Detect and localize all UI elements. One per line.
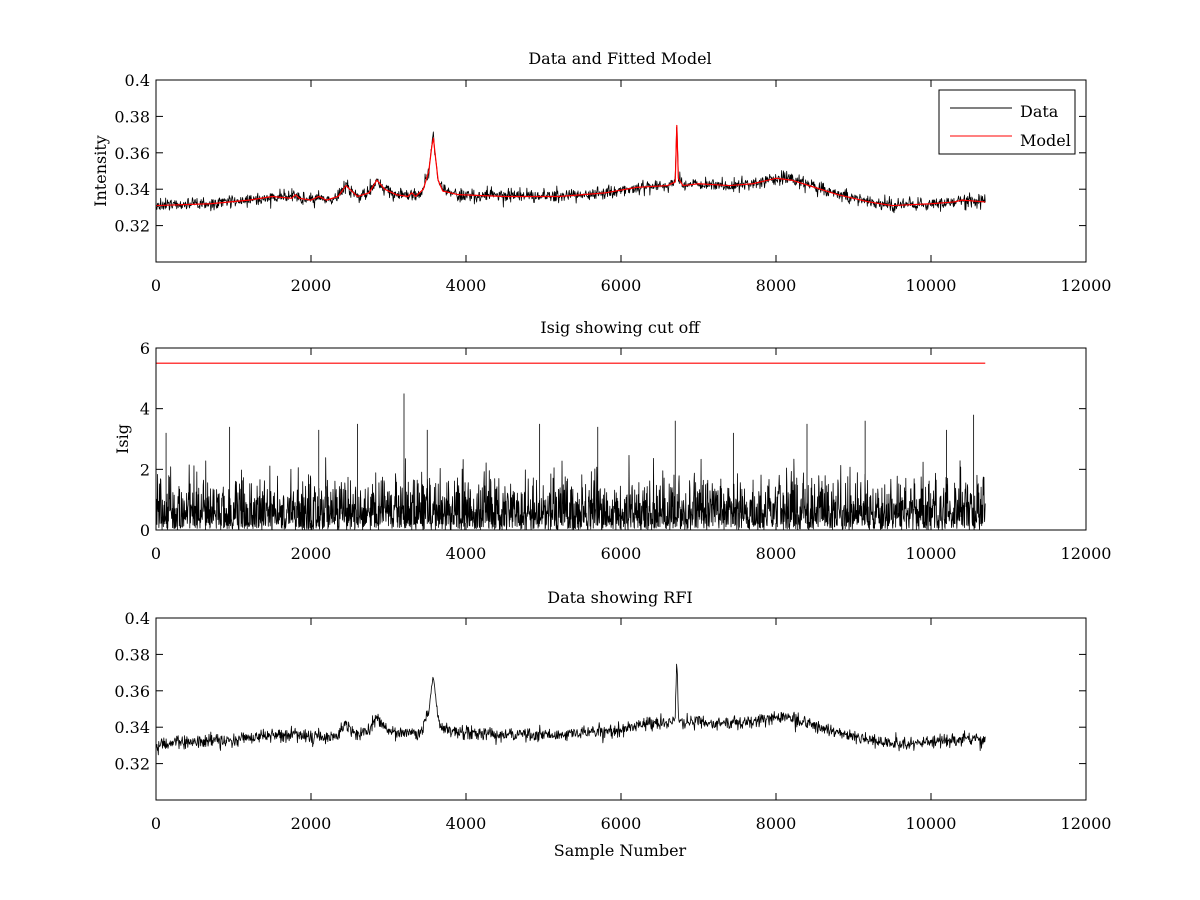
- x-tick-label: 12000: [1061, 276, 1112, 295]
- plot-area: [156, 80, 1086, 262]
- x-tick-label: 2000: [291, 544, 332, 563]
- panel-isig-cutoff: Isig showing cut off Isig 0 2000 4000 6000 8…: [113, 318, 1111, 563]
- y-tick-label: 0.36: [114, 144, 150, 163]
- y-tick-label: 0.32: [114, 217, 150, 236]
- panel1-plot: 0 2000 4000 6000 8000 10000 12000 0.32 0.34 0.36 0…: [114, 71, 1111, 295]
- x-tick-label: 0: [151, 544, 161, 563]
- panel2-plot: 0 2000 4000 6000 8000 10000 12000 0 2 4 6: [140, 339, 1112, 563]
- x-tick-label: 8000: [756, 276, 797, 295]
- panel-data-rfi: Data showing RFI 0 2000 4000 6000 8000 10000 1…: [114, 588, 1111, 860]
- x-tick-label: 10000: [906, 814, 957, 833]
- legend-data-label: Data: [1020, 102, 1059, 121]
- panel1-ylabel: Intensity: [91, 135, 110, 207]
- x-tick-label: 4000: [446, 814, 487, 833]
- x-tick-label: 10000: [906, 276, 957, 295]
- x-tick-label: 6000: [601, 814, 642, 833]
- series-line-s0: [156, 663, 986, 756]
- panel2-ylabel: Isig: [113, 424, 132, 454]
- y-tick-label: 0.4: [125, 609, 150, 628]
- panel3-xlabel: Sample Number: [554, 841, 687, 860]
- y-tick-label: 0.34: [114, 180, 150, 199]
- x-tick-label: 6000: [601, 544, 642, 563]
- y-tick-label: 4: [140, 400, 150, 419]
- x-tick-label: 4000: [446, 544, 487, 563]
- panel-data-fitted-model: Data and Fitted Model Intensity 0 2000 400…: [91, 49, 1111, 295]
- y-tick-label: 0.34: [114, 718, 150, 737]
- y-tick-label: 0: [140, 521, 150, 540]
- y-tick-label: 0.38: [114, 107, 150, 126]
- panel3-plot: 0 2000 4000 6000 8000 10000 12000 0.32 0.34 0.36 0…: [114, 609, 1111, 833]
- panel2-title: Isig showing cut off: [540, 318, 701, 337]
- x-tick-label: 0: [151, 276, 161, 295]
- x-tick-label: 4000: [446, 276, 487, 295]
- y-tick-label: 2: [140, 460, 150, 479]
- panel3-title: Data showing RFI: [547, 588, 692, 607]
- x-tick-label: 2000: [291, 276, 332, 295]
- x-tick-label: 8000: [756, 814, 797, 833]
- x-tick-label: 2000: [291, 814, 332, 833]
- y-tick-label: 0.4: [125, 71, 150, 90]
- y-tick-label: 6: [140, 339, 150, 358]
- x-tick-label: 8000: [756, 544, 797, 563]
- y-tick-label: 0.36: [114, 682, 150, 701]
- x-tick-label: 10000: [906, 544, 957, 563]
- x-tick-label: 0: [151, 814, 161, 833]
- x-tick-label: 6000: [601, 276, 642, 295]
- series-line-model: [156, 124, 986, 207]
- series-line-data: [156, 127, 986, 214]
- y-tick-label: 0.38: [114, 645, 150, 664]
- plot-area: [156, 618, 1086, 800]
- x-tick-label: 12000: [1061, 814, 1112, 833]
- panel1-legend: Data Model: [938, 89, 1076, 155]
- panel1-title: Data and Fitted Model: [528, 49, 711, 68]
- y-tick-label: 0.32: [114, 755, 150, 774]
- legend-model-label: Model: [1020, 131, 1071, 150]
- legend-box: [938, 89, 1076, 155]
- x-tick-label: 12000: [1061, 544, 1112, 563]
- series-line-s0: [156, 393, 986, 530]
